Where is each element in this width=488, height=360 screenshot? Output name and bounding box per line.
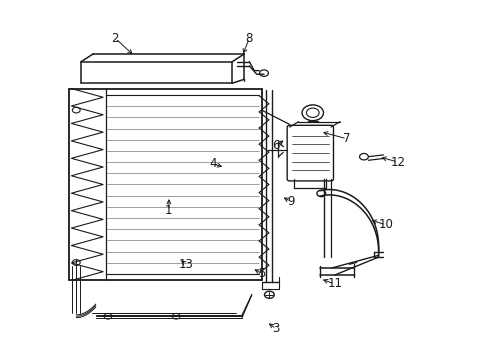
Text: 12: 12 (390, 156, 405, 168)
Text: 10: 10 (378, 218, 392, 231)
Text: 7: 7 (343, 132, 350, 145)
Text: 5: 5 (257, 267, 264, 280)
Text: 4: 4 (209, 157, 216, 170)
Text: 8: 8 (245, 32, 253, 45)
Text: 11: 11 (326, 278, 342, 291)
Text: 9: 9 (286, 195, 294, 208)
Text: 2: 2 (111, 32, 119, 45)
Text: 13: 13 (178, 258, 193, 271)
Text: 6: 6 (272, 139, 279, 152)
Text: 3: 3 (272, 322, 279, 335)
Text: 1: 1 (165, 204, 172, 217)
